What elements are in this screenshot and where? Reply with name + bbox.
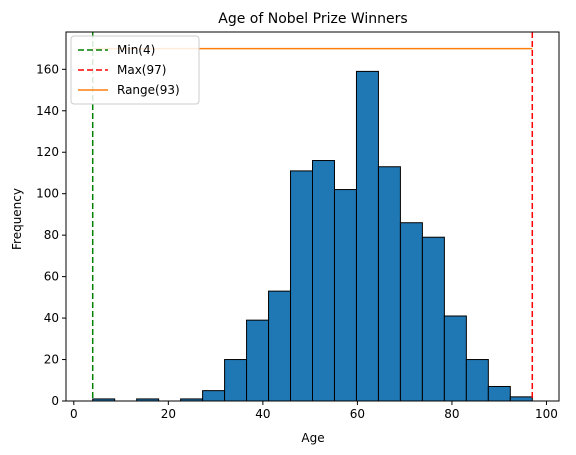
y-tick-label: 20 — [44, 353, 59, 367]
histogram-bar — [246, 319, 270, 402]
y-tick-label: 0 — [51, 394, 59, 408]
histogram-bar — [202, 390, 226, 402]
legend-entry-label: Max(97) — [117, 63, 166, 77]
histogram-bar — [268, 290, 292, 402]
x-tick-label: 0 — [70, 407, 78, 421]
y-axis-label: Frequency — [10, 188, 24, 250]
legend-entry-label: Range(93) — [117, 83, 180, 97]
x-tick-label: 20 — [161, 407, 176, 421]
y-tick-label: 60 — [44, 270, 59, 284]
x-axis-ticks: 0 20 40 60 80 100 — [70, 401, 558, 421]
chart-title: Age of Nobel Prize Winners — [218, 11, 407, 27]
histogram-bar — [509, 396, 533, 402]
histogram-bar — [224, 359, 248, 402]
histogram-bar — [312, 160, 335, 402]
legend-entry-label: Min(4) — [117, 43, 155, 57]
x-axis-label: Age — [301, 431, 324, 445]
bars-group — [92, 70, 533, 402]
x-tick-label: 80 — [444, 407, 459, 421]
y-tick-label: 40 — [44, 311, 59, 325]
histogram-bar — [487, 385, 511, 402]
y-tick-label: 100 — [36, 187, 59, 201]
legend-box — [70, 35, 200, 105]
histogram-bar — [355, 70, 379, 402]
histogram-bar — [377, 166, 401, 402]
y-tick-label: 160 — [36, 62, 59, 76]
y-axis-ticks: 0 20 40 60 80 100 120 140 160 — [36, 62, 66, 408]
legend: Min(4) Max(97) Range(93) — [70, 35, 200, 105]
histogram-bar — [290, 170, 313, 402]
histogram-bar — [465, 359, 489, 402]
y-tick-label: 120 — [36, 145, 59, 159]
histogram-bar — [443, 315, 467, 402]
histogram-bar — [399, 222, 423, 402]
histogram-bar — [333, 189, 357, 402]
y-tick-label: 140 — [36, 104, 59, 118]
x-tick-label: 40 — [255, 407, 270, 421]
y-tick-label: 80 — [44, 228, 59, 242]
axes-frame — [65, 31, 560, 402]
histogram-bar — [421, 236, 445, 402]
x-tick-label: 60 — [350, 407, 365, 421]
x-tick-label: 100 — [535, 407, 558, 421]
